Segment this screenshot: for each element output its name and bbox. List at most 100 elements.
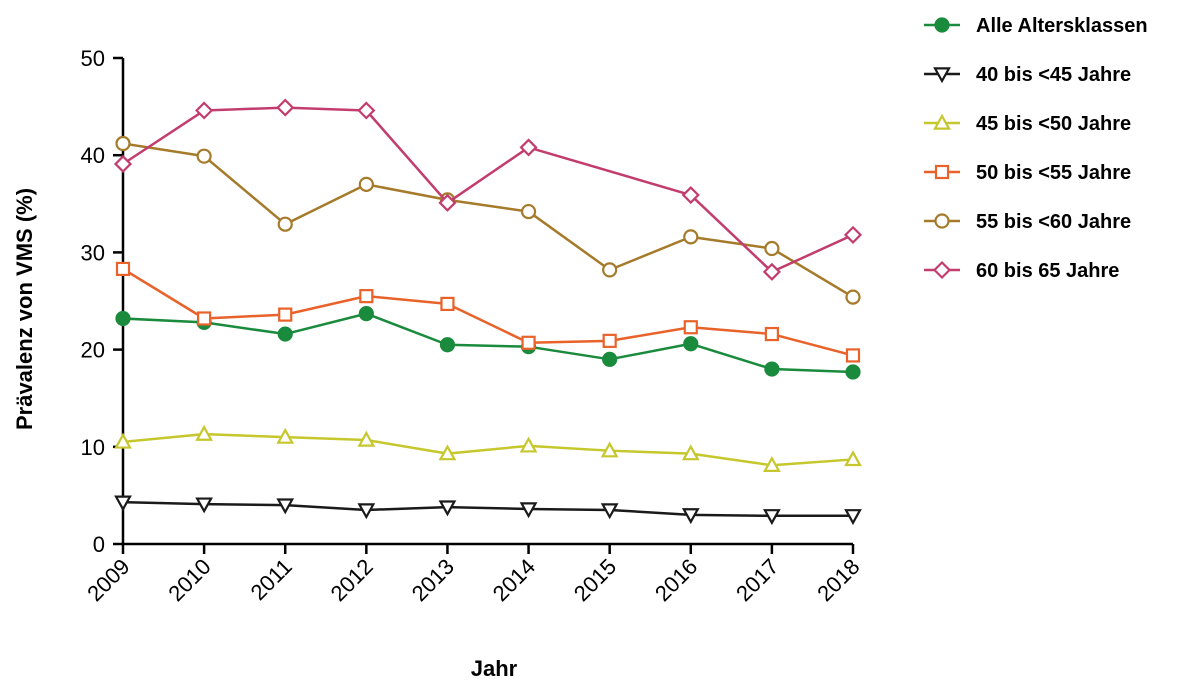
data-point [357,503,376,520]
legend-item: 45 bis <50 Jahre [924,113,1131,135]
data-point [602,333,617,348]
series-line [122,106,854,274]
series-3 [114,424,862,472]
data-point [114,495,132,512]
data-point [276,498,295,515]
legend-marker [934,164,950,180]
data-point [438,193,457,212]
legend-item: 60 bis 65 Jahre [924,260,1119,282]
data-point [764,361,780,377]
data-point [438,444,457,461]
data-point [276,427,295,444]
data-point [195,424,213,441]
data-point [277,216,293,232]
x-tick-label: 2011 [246,554,297,605]
data-point [195,101,214,120]
x-tick-label: 2009 [82,554,134,606]
x-tick-label: 2010 [163,554,215,606]
legend-label: 45 bis <50 Jahre [976,113,1131,135]
legend-label: 55 bis <60 Jahre [976,211,1131,233]
data-point [763,456,781,472]
legend-marker [934,17,950,33]
series-line [122,312,854,374]
series-line [122,432,854,467]
data-point [113,154,133,174]
axes [121,58,853,546]
data-point [681,508,700,525]
data-point [196,148,212,164]
y-axis-title: Prävalenz von VMS (%) [12,188,37,430]
x-tick-label: 2012 [326,554,378,606]
data-point [764,326,779,342]
legend-item: 55 bis <60 Jahre [924,211,1131,233]
data-point [845,364,861,380]
legend-item: 40 bis <45 Jahre [924,64,1131,86]
series-6 [113,98,863,281]
data-point [276,98,295,117]
legend-label: 40 bis <45 Jahre [976,64,1131,86]
data-point [114,432,132,449]
series-line [122,267,854,357]
x-tick-label: 2017 [731,554,783,606]
legend-marker [933,67,951,84]
data-point [197,311,212,326]
data-point [115,310,131,327]
data-point [521,335,536,350]
data-point [278,307,293,322]
data-point [358,306,374,322]
data-point [359,289,374,304]
x-tick-label: 2014 [488,554,540,606]
data-point [683,320,698,335]
data-point [439,337,456,353]
data-point [764,240,780,257]
data-point [519,436,538,453]
x-ticks: 2009 2010 2011 2012 2013 2014 2015 2016 2017 2018 [82,544,865,606]
data-point [602,262,618,278]
legend-item: Alle Altersklassen [924,15,1148,37]
legend-label: 60 bis 65 Jahre [976,260,1119,282]
y-tick-label: 0 [93,532,105,557]
legend-marker [934,213,950,229]
data-point [681,444,700,461]
y-tick-label: 30 [81,240,105,265]
legend-label: Alle Altersklassen [976,15,1148,37]
data-point [115,261,131,277]
data-point [600,441,619,458]
data-point [519,138,538,157]
series-2 [114,495,862,526]
series-layer [113,98,863,526]
series-line [122,142,854,299]
legend-label: 50 bis <55 Jahre [976,162,1131,184]
legend-item: 50 bis <55 Jahre [924,162,1131,184]
legend-marker [933,113,951,130]
y-tick-label: 40 [81,143,105,168]
data-point [602,351,618,367]
data-point [845,348,861,363]
y-tick-label: 20 [81,338,105,363]
data-point [683,229,699,245]
series-5 [115,135,861,305]
series-4 [115,261,861,363]
data-point [683,336,699,352]
y-tick-label: 50 [81,46,105,71]
data-point [681,185,700,205]
data-point [843,225,863,244]
y-ticks: 0 10 20 30 40 50 [81,46,123,557]
data-point [438,500,457,517]
data-point [195,497,213,514]
x-tick-label: 2016 [650,554,702,606]
data-point [115,135,131,152]
data-point [844,450,862,467]
x-axis-title: Jahr [471,656,518,681]
data-point [520,203,537,220]
data-point [762,262,781,281]
data-point [357,430,376,447]
data-point [600,503,619,520]
x-tick-label: 2015 [569,554,621,606]
data-point [440,296,455,312]
series-line [122,500,853,518]
legend-marker [932,260,952,280]
data-point [519,502,538,519]
y-tick-label: 10 [81,435,105,460]
